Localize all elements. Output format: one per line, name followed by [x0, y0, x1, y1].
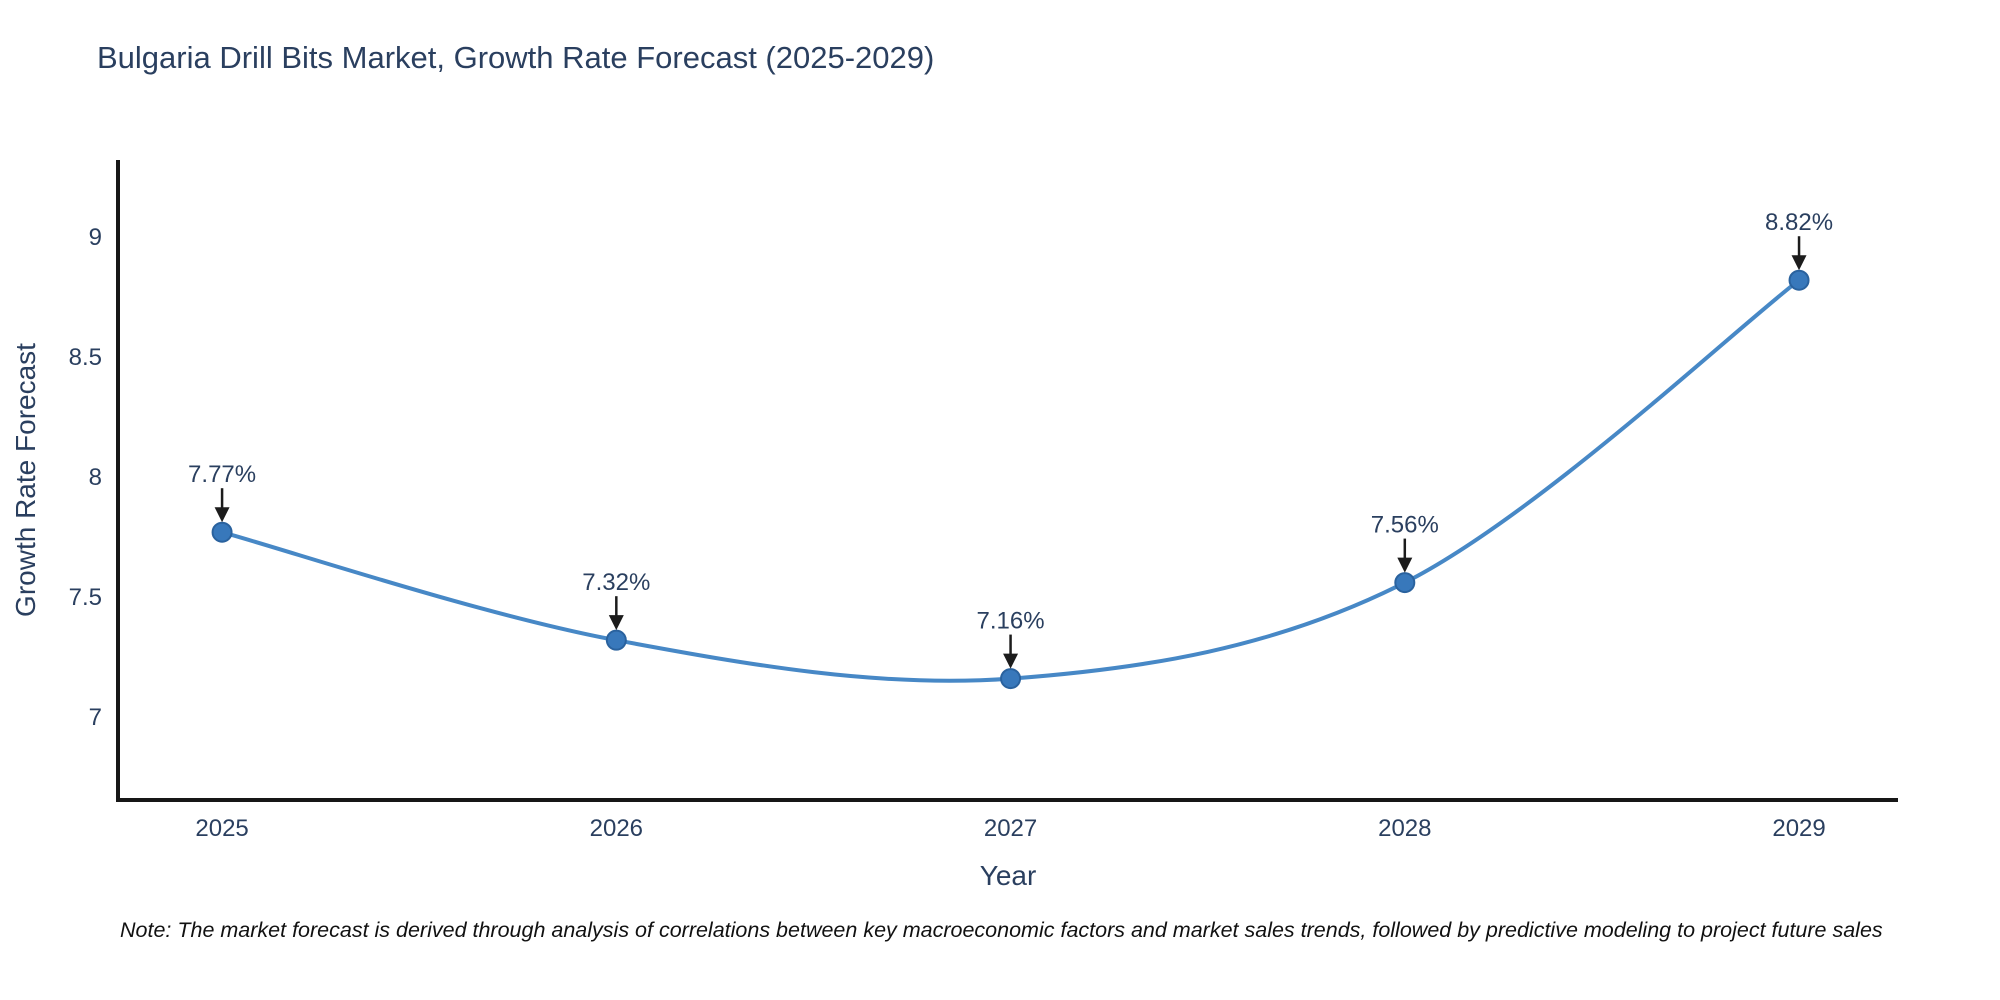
- y-axis-title: Growth Rate Forecast: [10, 343, 41, 617]
- annotation-arrowhead-icon: [1791, 255, 1807, 271]
- x-tick-label: 2029: [1772, 815, 1825, 842]
- annotation-label: 7.32%: [582, 569, 650, 596]
- y-tick-label: 9: [89, 224, 102, 251]
- annotation-arrowhead-icon: [608, 615, 624, 631]
- footnote: Note: The market forecast is derived thr…: [120, 918, 1883, 942]
- annotation-label: 7.77%: [188, 461, 256, 488]
- annotation-label: 7.56%: [1371, 512, 1439, 539]
- x-axis-title: Year: [979, 860, 1037, 891]
- data-point-marker[interactable]: [211, 521, 233, 543]
- data-point-marker[interactable]: [1788, 269, 1810, 291]
- data-point-marker[interactable]: [1000, 668, 1022, 690]
- axis-line: [116, 160, 1898, 802]
- annotation-label: 8.82%: [1765, 209, 1833, 236]
- data-point-marker[interactable]: [605, 629, 627, 651]
- y-tick-label: 8.5: [69, 344, 102, 371]
- y-tick-label: 7.5: [69, 584, 102, 611]
- y-tick-label: 8: [89, 464, 102, 491]
- x-tick-label: 2025: [195, 815, 248, 842]
- chart-title: Bulgaria Drill Bits Market, Growth Rate …: [97, 40, 935, 75]
- x-tick-label: 2028: [1378, 815, 1431, 842]
- x-tick-label: 2027: [984, 815, 1037, 842]
- annotation-arrowhead-icon: [1003, 653, 1019, 669]
- annotation-arrowhead-icon: [214, 507, 230, 523]
- x-tick-label: 2026: [590, 815, 643, 842]
- annotation-label: 7.16%: [977, 608, 1045, 635]
- annotation-arrowhead-icon: [1397, 557, 1413, 573]
- y-tick-label: 7: [89, 704, 102, 731]
- data-point-marker[interactable]: [1394, 572, 1416, 594]
